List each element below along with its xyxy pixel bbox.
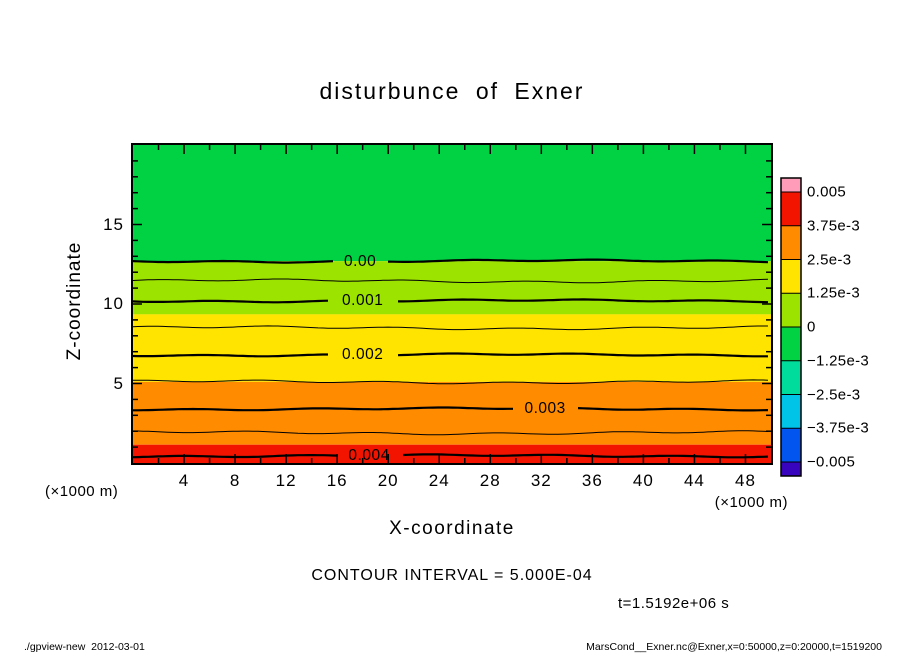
- colorbar-cell: [781, 394, 801, 429]
- colorbar-cell: [781, 225, 801, 260]
- x-tick-label: 32: [530, 471, 552, 490]
- colorbar-cell: [781, 293, 801, 327]
- contour-label: 0.002: [342, 346, 384, 364]
- contour-line: [133, 352, 768, 358]
- contour-label: 0.004: [348, 447, 390, 465]
- fill-band: [133, 145, 771, 262]
- colorbar-border: [780, 177, 802, 477]
- colorbar-cell: [781, 259, 801, 294]
- contour-line: [133, 325, 768, 331]
- x-tick-label: 48: [735, 471, 756, 490]
- x-tick-label: 8: [229, 471, 241, 490]
- colorbar-cell: [781, 360, 801, 395]
- z-tick-label: 15: [103, 214, 124, 234]
- contour-line: [133, 406, 769, 412]
- x-tick-label: 20: [377, 471, 399, 490]
- z-tick-label: 5: [113, 373, 124, 393]
- colorbar-canvas: [780, 177, 802, 477]
- x-tick-label: 12: [275, 471, 297, 490]
- colorbar-label: 3.75e-3: [807, 217, 860, 235]
- contour-label: 0.00: [344, 252, 377, 270]
- colorbar-label: −1.25e-3: [807, 352, 870, 370]
- colorbar-label: −3.75e-3: [807, 419, 870, 437]
- contour-line: [133, 278, 769, 284]
- contour-line: [133, 430, 769, 436]
- colorbar-cell: [781, 192, 801, 226]
- x-tick-label: 4: [178, 471, 190, 490]
- colorbar-label: −2.5e-3: [807, 386, 861, 403]
- plot-canvas: [133, 145, 771, 463]
- chart-title: disturbunce of Exner: [319, 78, 585, 104]
- contour-label: 0.003: [524, 400, 566, 418]
- x-tick-label: 44: [683, 471, 705, 490]
- contour-line: [133, 298, 769, 304]
- z-axis-unit: (×1000 m): [45, 483, 119, 500]
- colorbar-label: 0.005: [807, 183, 847, 201]
- x-tick-label: 28: [479, 471, 501, 490]
- footer-source-text: MarsCond__Exner.nc@Exner,x=0:50000,z=0:2…: [586, 641, 882, 653]
- x-tick-label: 24: [428, 471, 450, 490]
- footer-command-text: ./gpview-new 2012-03-01: [24, 641, 145, 653]
- fill-band: [133, 261, 771, 315]
- colorbar-label: 2.5e-3: [807, 251, 852, 268]
- x-tick-label: 16: [326, 471, 348, 490]
- colorbar-label: 1.25e-3: [807, 284, 860, 302]
- time-annotation: t=1.5192e+06 s: [618, 595, 730, 612]
- fill-band: [133, 314, 771, 382]
- fill-bands: [133, 145, 771, 463]
- contour-label-layer: 0.00 0.001 0.002 0.003 0.004: [133, 145, 771, 465]
- colorbar-cell: [781, 327, 801, 361]
- colorbar-cell: [781, 428, 801, 462]
- contour-line: [133, 379, 769, 385]
- x-tick-label: 36: [581, 471, 603, 490]
- colorbar-label: 0: [807, 318, 816, 336]
- x-axis-label: X-coordinate: [389, 518, 515, 539]
- x-tick-label: 40: [632, 471, 654, 490]
- tick-marks: [133, 145, 771, 463]
- colorbar-cap-top: [781, 178, 801, 192]
- plot-area: 0.00 0.001 0.002 0.003 0.004: [131, 143, 773, 465]
- contour-line: [133, 258, 769, 264]
- contour-label: 0.001: [342, 292, 384, 310]
- contour-interval-text: CONTOUR INTERVAL = 5.000E-04: [311, 567, 593, 584]
- z-tick-label: 10: [103, 294, 124, 313]
- x-axis-unit: (×1000 m): [714, 494, 788, 511]
- colorbar: [780, 177, 802, 477]
- colorbar-cap-bottom: [781, 462, 801, 476]
- colorbar-label: −0.005: [807, 453, 856, 471]
